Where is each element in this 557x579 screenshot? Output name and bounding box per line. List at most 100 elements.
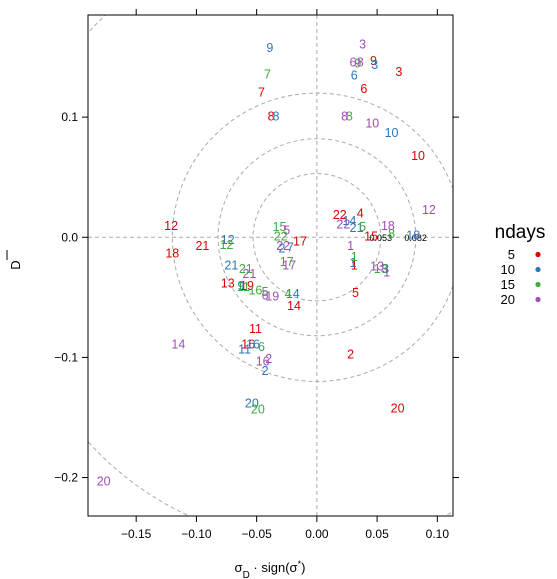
x-tick-label: 0.10 bbox=[426, 527, 450, 541]
data-point: 22 bbox=[333, 208, 347, 222]
legend-swatch bbox=[535, 251, 541, 258]
legend-swatch bbox=[535, 266, 541, 273]
y-tick-label: 0.1 bbox=[61, 110, 78, 124]
data-point: 9 bbox=[238, 279, 245, 293]
plot-frame bbox=[87, 14, 454, 517]
data-point: 6 bbox=[351, 69, 358, 83]
contour-label: 0.082 bbox=[404, 233, 427, 243]
data-point: 6 bbox=[360, 82, 367, 96]
y-axis-title: D bbox=[8, 260, 23, 269]
data-point: 2 bbox=[262, 364, 269, 378]
data-point: 5 bbox=[283, 224, 290, 238]
data-point: 19 bbox=[240, 279, 254, 293]
data-point: 12 bbox=[221, 233, 235, 247]
y-tick-label: 0.0 bbox=[61, 230, 78, 244]
x-axis-title: σD · sign(σ*) bbox=[235, 559, 306, 579]
data-point: 3 bbox=[371, 58, 378, 72]
legend-swatch bbox=[535, 281, 541, 288]
data-point: 13 bbox=[370, 260, 384, 274]
data-point: 1 bbox=[351, 258, 358, 272]
data-point: 8 bbox=[272, 109, 279, 123]
data-point: 10 bbox=[365, 117, 379, 131]
data-point: 14 bbox=[286, 287, 300, 301]
data-point: 3 bbox=[395, 65, 402, 79]
data-point: 5 bbox=[352, 286, 359, 300]
data-point: 2 bbox=[265, 352, 272, 366]
data-point: 22 bbox=[336, 218, 350, 232]
data-point: 15 bbox=[364, 230, 378, 244]
data-point: 6 bbox=[262, 288, 269, 302]
data-point: 10 bbox=[385, 126, 399, 140]
data-point: 21 bbox=[242, 267, 256, 281]
legend-title: ndays bbox=[495, 222, 546, 243]
data-point: 14 bbox=[171, 338, 185, 352]
data-point: 6 bbox=[350, 55, 357, 69]
legend-label: 10 bbox=[501, 262, 515, 277]
data-point: 18 bbox=[381, 219, 395, 233]
data-point: 1 bbox=[347, 239, 354, 253]
data-point: 2 bbox=[278, 242, 285, 256]
data-point: 21 bbox=[224, 258, 238, 272]
data-point: 16 bbox=[248, 284, 262, 298]
reference-lines bbox=[88, 15, 453, 516]
contour-circle bbox=[252, 173, 382, 302]
data-point: 21 bbox=[350, 221, 364, 235]
data-point: 17 bbox=[280, 255, 294, 269]
data-point: 4 bbox=[357, 207, 364, 221]
legend-label: 20 bbox=[501, 292, 515, 307]
data-point: 3 bbox=[382, 262, 389, 276]
data-point: 21 bbox=[239, 262, 253, 276]
data-point: 10 bbox=[411, 149, 425, 163]
data-point: 1 bbox=[350, 256, 357, 270]
data-point: 9 bbox=[370, 54, 377, 68]
data-point: 14 bbox=[342, 214, 356, 228]
data-point: 15 bbox=[273, 220, 287, 234]
data-point: 21 bbox=[195, 239, 209, 253]
data-point: 8 bbox=[357, 55, 364, 69]
data-point: 22 bbox=[274, 230, 288, 244]
data-point: 13 bbox=[221, 276, 235, 290]
data-point: 2 bbox=[347, 347, 354, 361]
data-point: 20 bbox=[391, 401, 405, 415]
y-tick-label: −0.2 bbox=[54, 471, 78, 485]
data-point: 7 bbox=[287, 240, 294, 254]
data-point: 5 bbox=[359, 220, 366, 234]
x-axis-label: σD · sign(σ*) bbox=[235, 559, 306, 579]
data-point: 12 bbox=[220, 238, 234, 252]
data-point: 11 bbox=[237, 280, 250, 294]
data-point: 1 bbox=[351, 250, 358, 264]
data-point: 12 bbox=[422, 203, 436, 217]
data-point: 18 bbox=[165, 246, 179, 260]
data-point: 7 bbox=[258, 85, 265, 99]
data-point: 11 bbox=[238, 343, 251, 357]
data-point: 4 bbox=[284, 287, 291, 301]
data-point: 3 bbox=[359, 37, 366, 51]
data-point: 16 bbox=[256, 355, 270, 369]
data-point: 17 bbox=[282, 258, 296, 272]
data-point: 20 bbox=[245, 397, 259, 411]
data-point: 20 bbox=[251, 403, 265, 417]
contour-circle bbox=[217, 138, 417, 337]
data-point: 8 bbox=[388, 227, 395, 241]
data-point: 14 bbox=[287, 299, 301, 313]
data-point: 1 bbox=[383, 266, 390, 280]
contour-circle bbox=[171, 92, 453, 382]
axes: −0.15 −0.10 −0.05 0.00 0.05 0.10 −0.2 −0.1 0.0 0.… bbox=[54, 9, 459, 541]
data-point: 7 bbox=[264, 67, 271, 81]
contour-circles bbox=[88, 15, 453, 516]
y-axis-label: D bbox=[6, 250, 23, 270]
x-tick-label: −0.05 bbox=[241, 527, 272, 541]
data-point: 20 bbox=[97, 475, 111, 489]
data-point: 12 bbox=[164, 219, 178, 233]
y-tick-label: −0.1 bbox=[54, 350, 78, 364]
x-tick-label: −0.15 bbox=[121, 527, 152, 541]
data-point: 18 bbox=[406, 228, 420, 242]
data-point: 6 bbox=[258, 340, 265, 354]
data-point: 16 bbox=[246, 338, 260, 352]
